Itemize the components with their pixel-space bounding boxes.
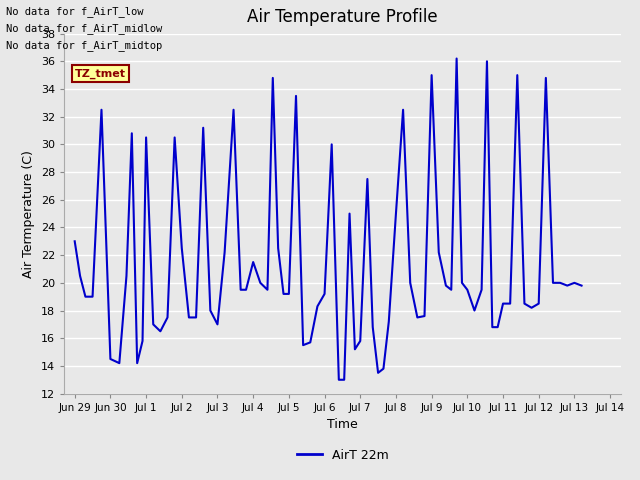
AirT 22m — [71, 239, 79, 244]
Line: AirT 22m: AirT 22m — [75, 59, 582, 380]
Text: No data for f_AirT_midlow: No data for f_AirT_midlow — [6, 23, 163, 34]
AirT 22m — [106, 356, 114, 362]
AirT 22m — [578, 283, 586, 288]
AirT 22m — [292, 93, 300, 99]
AirT 22m — [335, 377, 342, 383]
AirT 22m — [157, 328, 164, 334]
Y-axis label: Air Termperature (C): Air Termperature (C) — [22, 150, 35, 277]
AirT 22m — [242, 287, 250, 293]
AirT 22m — [340, 377, 348, 383]
Legend: AirT 22m: AirT 22m — [292, 444, 393, 467]
Text: TZ_tmet: TZ_tmet — [75, 69, 126, 79]
Text: No data for f_AirT_low: No data for f_AirT_low — [6, 6, 144, 17]
AirT 22m — [452, 56, 460, 61]
X-axis label: Time: Time — [327, 418, 358, 431]
AirT 22m — [442, 283, 450, 288]
Title: Air Temperature Profile: Air Temperature Profile — [247, 9, 438, 26]
Text: No data for f_AirT_midtop: No data for f_AirT_midtop — [6, 40, 163, 51]
